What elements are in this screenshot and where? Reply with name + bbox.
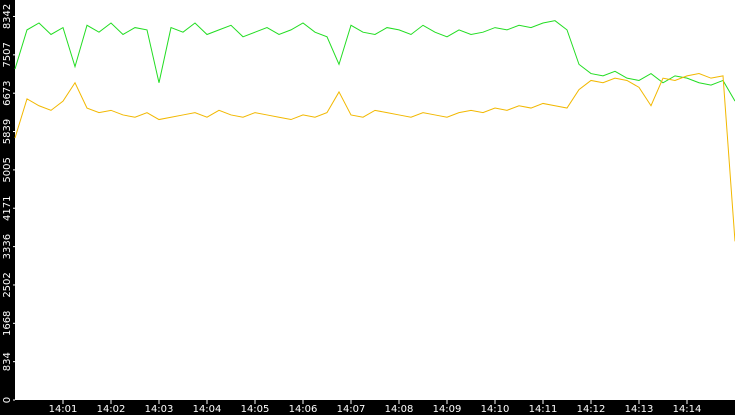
x-tick-label: 14:07 — [337, 404, 366, 415]
x-tick-label: 14:12 — [577, 404, 606, 415]
series-line — [14, 73, 735, 242]
x-tick-label: 14:03 — [145, 404, 174, 415]
y-tick-label: 3336 — [2, 234, 13, 259]
x-tick-label: 14:13 — [625, 404, 654, 415]
x-tick-label: 14:06 — [289, 404, 318, 415]
y-tick-label: 5839 — [2, 119, 13, 144]
x-tick-label: 14:01 — [49, 404, 78, 415]
x-tick-label: 14:05 — [241, 404, 270, 415]
x-tick-label: 14:14 — [673, 404, 702, 415]
y-tick-label: 2502 — [2, 272, 13, 297]
y-tick-label: 7507 — [2, 42, 13, 67]
x-tick-label: 14:10 — [481, 404, 510, 415]
x-tick-label: 14:09 — [433, 404, 462, 415]
y-tick-label: 1668 — [2, 311, 13, 336]
y-tick-label: 5005 — [2, 157, 13, 182]
x-tick-label: 14:04 — [193, 404, 222, 415]
y-tick-label: 834 — [2, 352, 13, 371]
y-tick-label: 6673 — [2, 80, 13, 105]
y-tick-label: 8342 — [2, 4, 13, 29]
x-tick-label: 14:11 — [529, 404, 558, 415]
plot-area — [15, 0, 735, 400]
x-tick-label: 14:02 — [97, 404, 126, 415]
y-tick-label: 4171 — [2, 196, 13, 221]
x-tick-label: 14:08 — [385, 404, 414, 415]
series-line — [14, 20, 735, 102]
y-tick-label: 0 — [2, 397, 13, 403]
